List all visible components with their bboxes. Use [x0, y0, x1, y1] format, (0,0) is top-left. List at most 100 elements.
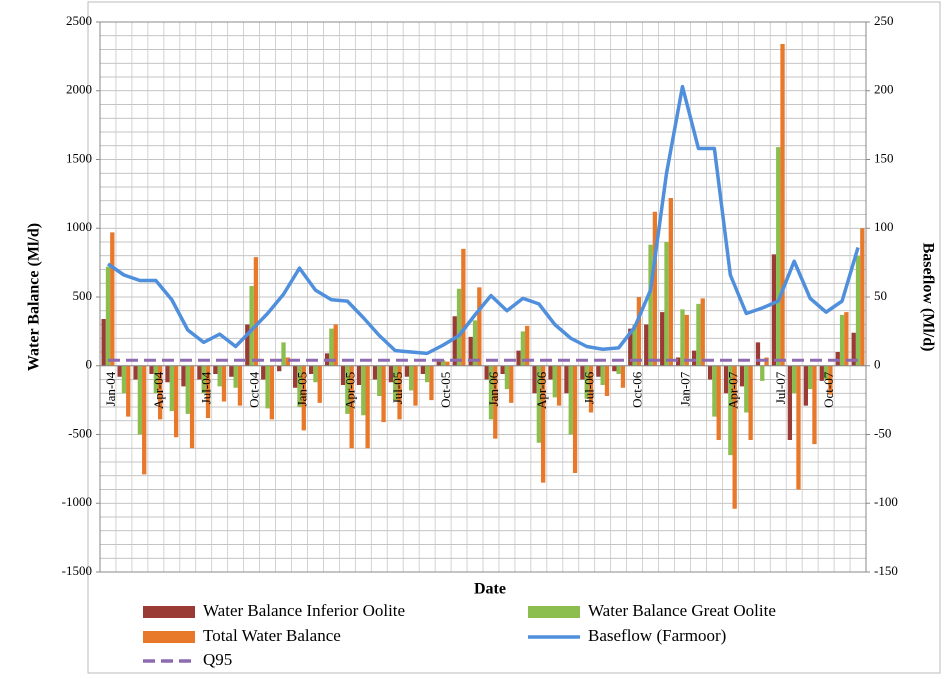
y2-tick-label: 50	[874, 288, 887, 303]
bar	[803, 365, 808, 406]
bar	[660, 312, 665, 366]
bar	[110, 232, 115, 366]
bar	[628, 328, 633, 366]
bar	[839, 314, 845, 366]
bar	[600, 365, 605, 385]
legend-swatch	[143, 606, 195, 618]
y2-tick-label: -50	[874, 425, 891, 440]
bar	[277, 365, 282, 372]
bar	[404, 365, 410, 377]
bar	[205, 365, 211, 418]
x-tick-label: Oct-07	[821, 371, 836, 408]
bar	[213, 365, 218, 374]
x-tick-label: Oct-04	[247, 371, 262, 408]
bar	[165, 365, 170, 383]
x-tick-label: Jul-07	[773, 371, 788, 404]
bar	[181, 365, 186, 387]
bar	[149, 365, 154, 374]
bar	[612, 365, 617, 372]
bar	[796, 365, 801, 490]
bar	[468, 336, 473, 366]
y2-tick-label: -150	[874, 563, 898, 578]
y2-tick-label: 200	[874, 82, 894, 97]
bar	[819, 365, 824, 381]
y-tick-label: 2500	[66, 13, 92, 28]
y2-tick-label: 0	[874, 357, 881, 372]
bar	[664, 242, 669, 366]
bar	[851, 332, 856, 366]
bar	[445, 361, 450, 366]
bar	[760, 365, 765, 381]
bar	[488, 365, 494, 420]
line-series	[106, 84, 860, 356]
bar	[700, 298, 705, 366]
bar	[780, 44, 785, 366]
bar	[484, 365, 489, 380]
y2-tick-label: 150	[874, 150, 894, 165]
legend-swatch	[143, 631, 195, 643]
bar	[372, 365, 378, 380]
bar	[101, 319, 106, 366]
x-tick-label: Jan-04	[103, 371, 118, 406]
bar	[185, 365, 190, 414]
bar	[201, 365, 206, 394]
bar	[771, 254, 777, 366]
bar	[349, 365, 354, 449]
bar	[792, 365, 797, 394]
bar	[297, 365, 302, 407]
bar	[509, 365, 514, 403]
bar	[707, 365, 713, 380]
bar	[844, 312, 849, 366]
x-tick-label: Jan-07	[677, 371, 692, 406]
bar	[477, 287, 482, 366]
bar	[424, 365, 430, 383]
x-tick-label: Apr-04	[151, 371, 166, 409]
bar	[361, 365, 366, 416]
bar	[691, 350, 697, 366]
bar	[516, 350, 521, 366]
y2-tick-label: 100	[874, 219, 894, 234]
y-tick-label: -1000	[62, 494, 92, 509]
bar	[556, 365, 562, 406]
bar	[572, 365, 578, 473]
bar	[636, 297, 642, 366]
bar	[728, 365, 733, 456]
bar	[317, 365, 322, 403]
bar	[117, 365, 122, 377]
bar	[828, 365, 833, 395]
bar	[281, 342, 286, 366]
bar	[377, 365, 382, 396]
bar	[652, 211, 658, 366]
bar	[588, 365, 594, 413]
bar	[648, 244, 653, 366]
bar	[340, 365, 346, 385]
bar	[668, 198, 673, 366]
bar	[313, 365, 318, 383]
bar	[616, 365, 621, 374]
bar	[217, 365, 222, 387]
bar	[712, 365, 717, 417]
bar	[153, 365, 159, 394]
x-tick-label: Apr-05	[342, 372, 357, 409]
bar	[133, 365, 138, 380]
bar	[393, 365, 398, 401]
bar	[126, 365, 131, 417]
bar	[776, 147, 781, 366]
bar	[787, 365, 793, 440]
bar	[121, 365, 127, 394]
bar	[365, 365, 370, 449]
y2-tick-label: 250	[874, 13, 894, 28]
bar	[548, 365, 553, 380]
bar	[189, 365, 195, 449]
bar	[381, 365, 386, 423]
bar	[680, 309, 685, 366]
bar	[860, 228, 865, 366]
bar	[413, 365, 418, 406]
y-tick-label: 1500	[66, 150, 92, 165]
bar	[397, 365, 402, 420]
x-tick-label: Oct-05	[438, 372, 453, 408]
bar	[525, 325, 530, 366]
bar	[604, 365, 610, 396]
bar	[301, 365, 306, 431]
bar	[532, 365, 537, 394]
